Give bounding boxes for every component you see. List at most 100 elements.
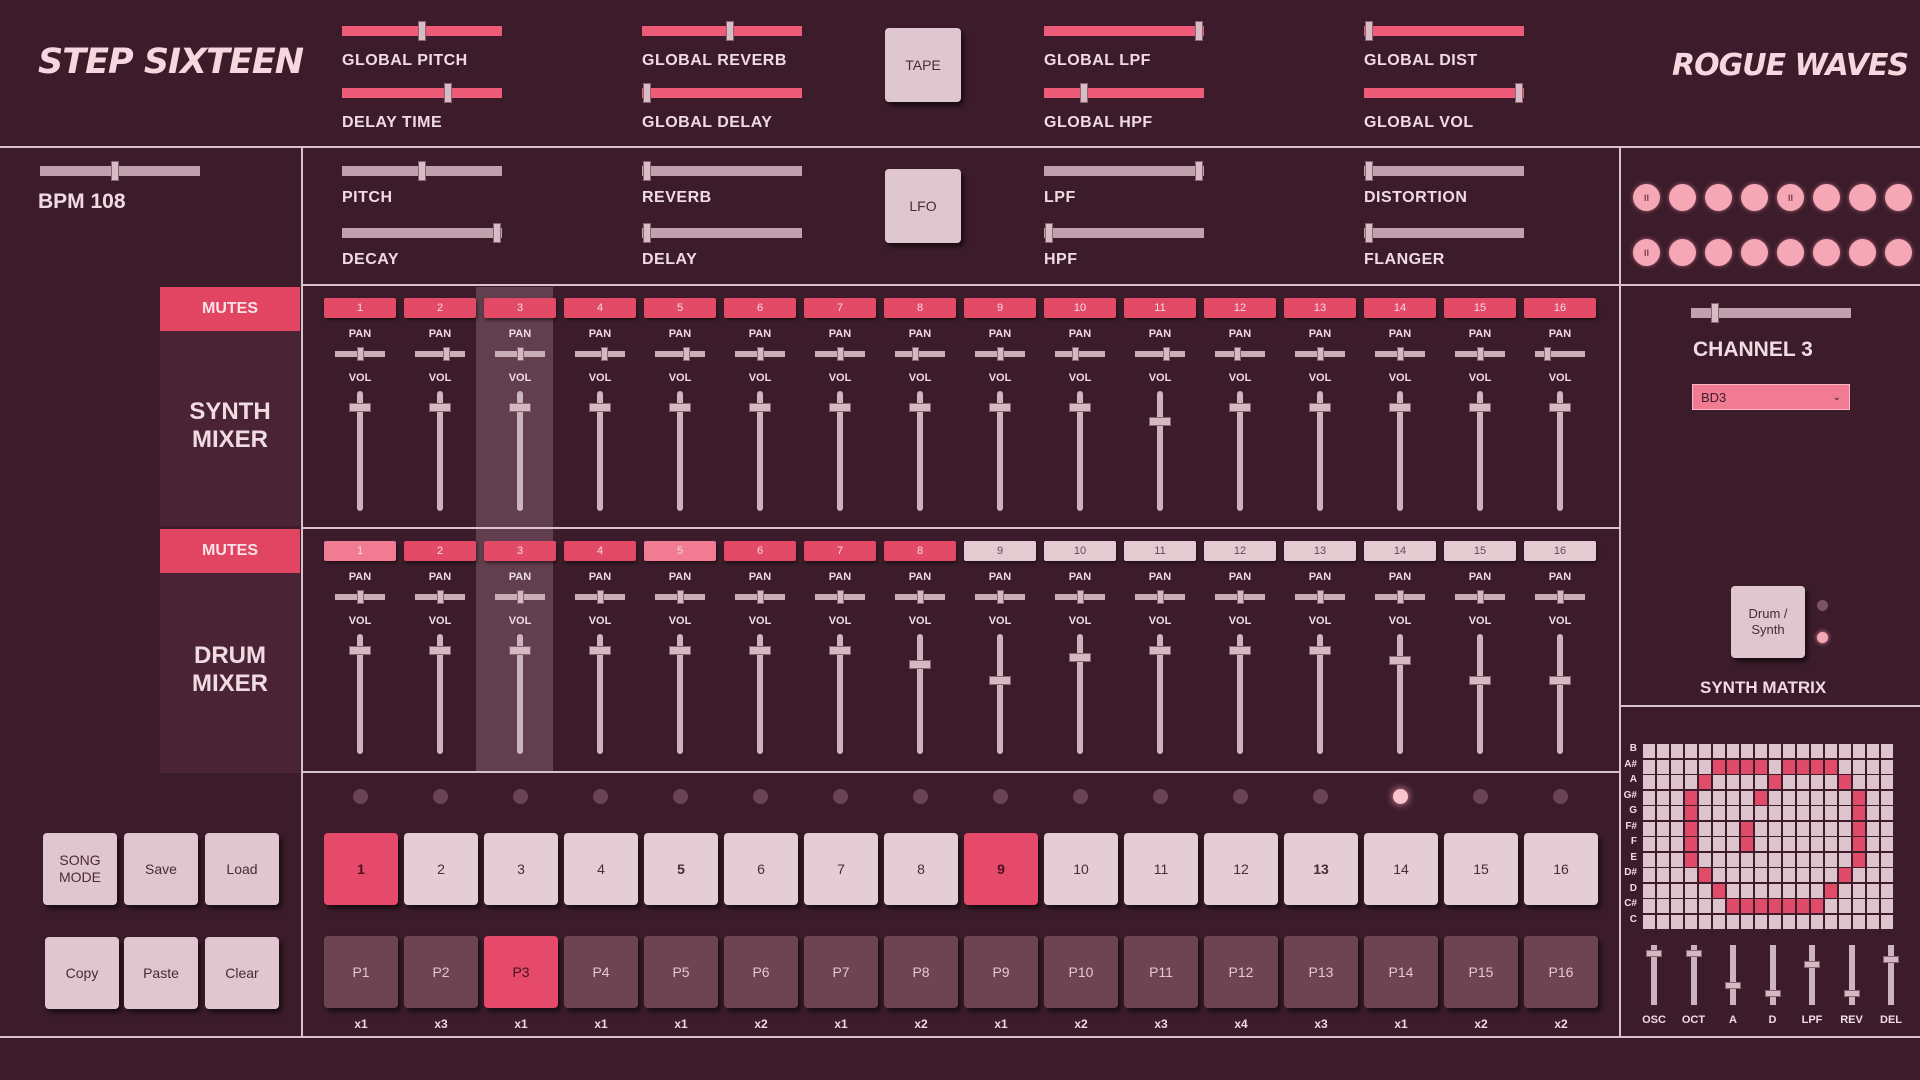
synth-pan-knob[interactable]	[1543, 347, 1551, 361]
pattern-button-p4[interactable]: P4	[564, 936, 638, 1008]
lfo-button[interactable]: LFO	[885, 169, 961, 243]
pattern-button-p12[interactable]: P12	[1204, 936, 1278, 1008]
pattern-button-p2[interactable]: P2	[404, 936, 478, 1008]
matrix-cell[interactable]	[1839, 759, 1851, 774]
matrix-cell[interactable]	[1825, 837, 1837, 851]
matrix-cell[interactable]	[1727, 821, 1739, 836]
matrix-cell[interactable]	[1657, 775, 1669, 789]
matrix-cell[interactable]	[1839, 790, 1851, 805]
synth-mute-button[interactable]: 5	[644, 298, 716, 318]
bpm-slider-thumb[interactable]	[111, 161, 120, 181]
matrix-cell[interactable]	[1853, 837, 1865, 851]
matrix-cell[interactable]	[1657, 868, 1669, 882]
matrix-cell[interactable]	[1797, 868, 1809, 882]
paste-button[interactable]: Paste	[124, 937, 198, 1009]
matrix-cell[interactable]	[1853, 790, 1865, 805]
drum-vol-fader[interactable]	[509, 646, 531, 655]
drum-vol-fader[interactable]	[429, 646, 451, 655]
matrix-cell[interactable]	[1713, 744, 1725, 758]
pattern-button-p5[interactable]: P5	[644, 936, 718, 1008]
synth-vol-fader[interactable]	[429, 403, 451, 412]
matrix-cell[interactable]	[1839, 852, 1851, 867]
lfo-indicator[interactable]	[1669, 239, 1696, 266]
hpf-slider[interactable]	[1044, 223, 1204, 243]
drum-mute-button[interactable]: 11	[1124, 541, 1196, 561]
matrix-cell[interactable]	[1769, 914, 1781, 929]
synth-vol-fader[interactable]	[909, 403, 931, 412]
matrix-cell[interactable]	[1643, 868, 1655, 882]
matrix-cell[interactable]	[1713, 837, 1725, 851]
synth-pan-knob[interactable]	[442, 347, 450, 361]
synth-vol-fader[interactable]	[1549, 403, 1571, 412]
channel-select-slider[interactable]	[1691, 303, 1851, 323]
matrix-cell[interactable]	[1769, 852, 1781, 867]
drum-synth-toggle-button[interactable]: Drum / Synth	[1731, 586, 1805, 658]
matrix-cell[interactable]	[1671, 759, 1683, 774]
matrix-cell[interactable]	[1797, 821, 1809, 836]
save-button[interactable]: Save	[124, 833, 198, 905]
step-button-1[interactable]: 1	[324, 833, 398, 905]
drum-vol-track[interactable]	[1077, 634, 1083, 754]
synth-vol-track[interactable]	[997, 391, 1003, 511]
drum-vol-fader[interactable]	[349, 646, 371, 655]
drum-mute-button[interactable]: 7	[804, 541, 876, 561]
global-dist-thumb[interactable]	[1364, 21, 1373, 41]
matrix-cell[interactable]	[1797, 883, 1809, 898]
step-button-6[interactable]: 6	[724, 833, 798, 905]
matrix-cell[interactable]	[1713, 806, 1725, 820]
pattern-button-p16[interactable]: P16	[1524, 936, 1598, 1008]
matrix-cell[interactable]	[1713, 914, 1725, 929]
synth-pan-knob[interactable]	[756, 347, 764, 361]
matrix-cell[interactable]	[1797, 744, 1809, 758]
synth-pan-knob[interactable]	[682, 347, 690, 361]
drum-mute-button[interactable]: 4	[564, 541, 636, 561]
matrix-cell[interactable]	[1671, 744, 1683, 758]
matrix-cell[interactable]	[1671, 806, 1683, 820]
synth-pan-track[interactable]	[415, 351, 465, 357]
matrix-cell[interactable]	[1727, 837, 1739, 851]
matrix-osc-thumb[interactable]	[1646, 950, 1662, 958]
matrix-cell[interactable]	[1853, 914, 1865, 929]
matrix-cell[interactable]	[1643, 790, 1655, 805]
global-pitch-thumb[interactable]	[418, 21, 426, 41]
synth-mute-button[interactable]: 1	[324, 298, 396, 318]
matrix-cell[interactable]	[1699, 868, 1711, 882]
lfo-indicator[interactable]	[1741, 239, 1768, 266]
matrix-cell[interactable]	[1657, 883, 1669, 898]
drum-mute-button[interactable]: 16	[1524, 541, 1596, 561]
load-button[interactable]: Load	[205, 833, 279, 905]
matrix-cell[interactable]	[1755, 759, 1767, 774]
matrix-cell[interactable]	[1825, 775, 1837, 789]
pitch-thumb[interactable]	[418, 161, 426, 181]
matrix-cell[interactable]	[1881, 852, 1893, 867]
drum-vol-track[interactable]	[1477, 634, 1483, 754]
matrix-cell[interactable]	[1713, 790, 1725, 805]
step-button-5[interactable]: 5	[644, 833, 718, 905]
drum-vol-fader[interactable]	[749, 646, 771, 655]
matrix-cell[interactable]	[1839, 744, 1851, 758]
step-button-13[interactable]: 13	[1284, 833, 1358, 905]
drum-vol-fader[interactable]	[1549, 676, 1571, 685]
matrix-cell[interactable]	[1685, 868, 1697, 882]
drum-pan-knob[interactable]	[916, 590, 924, 604]
synth-pan-knob[interactable]	[1316, 347, 1324, 361]
drum-vol-fader[interactable]	[829, 646, 851, 655]
matrix-cell[interactable]	[1769, 759, 1781, 774]
drum-vol-track[interactable]	[917, 634, 923, 754]
lfo-indicator[interactable]	[1777, 239, 1804, 266]
pattern-button-p8[interactable]: P8	[884, 936, 958, 1008]
matrix-cell[interactable]	[1727, 899, 1739, 913]
synth-vol-track[interactable]	[757, 391, 763, 511]
matrix-cell[interactable]	[1643, 899, 1655, 913]
synth-vol-track[interactable]	[837, 391, 843, 511]
matrix-cell[interactable]	[1657, 837, 1669, 851]
synth-mute-button[interactable]: 9	[964, 298, 1036, 318]
matrix-cell[interactable]	[1797, 852, 1809, 867]
matrix-cell[interactable]	[1811, 852, 1823, 867]
drum-vol-fader[interactable]	[589, 646, 611, 655]
matrix-a-slider[interactable]	[1730, 945, 1736, 1005]
global-vol-slider[interactable]	[1364, 83, 1524, 103]
matrix-a-thumb[interactable]	[1725, 982, 1741, 990]
matrix-cell[interactable]	[1671, 883, 1683, 898]
synth-mute-button[interactable]: 3	[484, 298, 556, 318]
